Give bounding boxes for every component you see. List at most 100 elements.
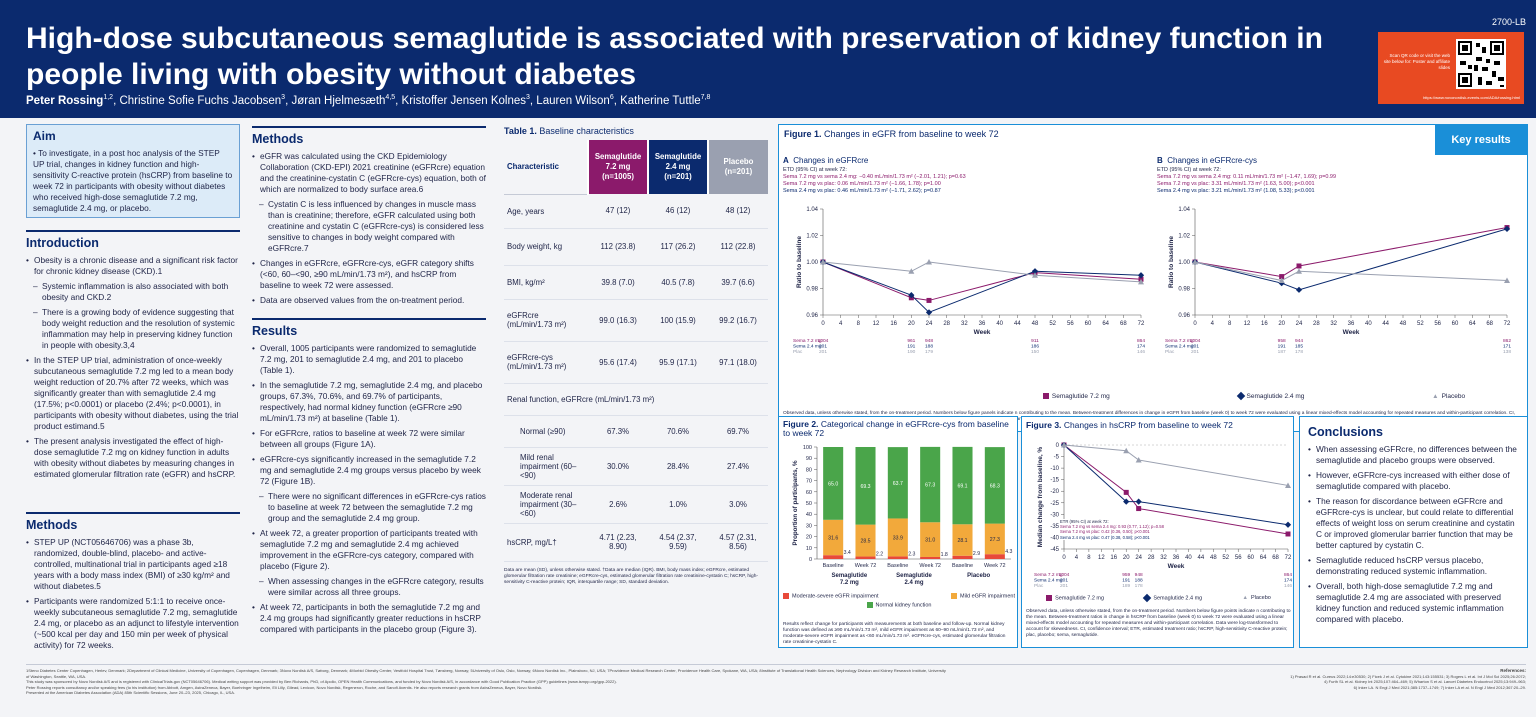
x-tick-label: 52	[1049, 321, 1056, 327]
author: Peter Rossing1,2,	[26, 94, 120, 107]
y-tick-label: 1.02	[806, 234, 818, 240]
n-value: 1004	[818, 338, 829, 344]
data-point	[1123, 489, 1129, 495]
y-tick-label: -5	[1054, 455, 1060, 461]
x-tick-label: 64	[1102, 321, 1109, 327]
x-tick-label: 36	[979, 321, 986, 327]
data-point	[1123, 498, 1130, 505]
legend-placebo: ▲ Placebo	[1242, 595, 1271, 601]
n-value: 948	[925, 338, 933, 344]
affiliations: 1Steno Diabetes Center Copenhagen, Herle…	[26, 668, 946, 679]
figure-1-card: Figure 1. Changes in eGFR from baseline …	[778, 124, 1528, 432]
x-tick-label: Baseline	[952, 563, 973, 569]
figure-3-legend: Semaglutide 7.2 mg Semaglutide 2.4 mg ▲ P…	[1026, 593, 1291, 603]
list-item: At week 72, a greater proportion of part…	[252, 528, 486, 572]
table-row: BMI, kg/m² 39.8 (7.0) 40.5 (7.8) 39.7 (6.6)	[504, 265, 768, 299]
x-tick-label: 4	[839, 321, 843, 327]
x-tick-label: 56	[1067, 321, 1074, 327]
n-value: 201	[1191, 349, 1199, 355]
figure-3-chart: 0-5-10-15-20-25-30-35-40-450 4 8 12 16 20 24 28…	[1034, 441, 1292, 589]
conclusions-heading: Conclusions	[1308, 425, 1384, 439]
bar-segment	[952, 555, 973, 559]
data-point	[926, 297, 932, 303]
data-point	[1285, 482, 1291, 488]
x-tick-label: 28	[943, 321, 950, 327]
group-label: Semaglutide	[831, 573, 867, 579]
list-item: When assessing changes in the eGFRcre ca…	[252, 576, 486, 598]
x-tick-label: 52	[1222, 555, 1229, 561]
methods-left-section: Methods STEP UP (NCT05646706) was a phas…	[26, 512, 240, 655]
baseline-table: Characteristic Semaglutide 7.2 mg (n=1005) S…	[504, 140, 768, 562]
x-tick-label: 0	[1062, 555, 1066, 561]
figure-2-chart: 0 10 20 30 40 50 60 70 80 90 100 Proportion of part…	[792, 445, 1013, 586]
y-tick-label: 0.98	[806, 287, 818, 293]
disclosures: Peter Rossing reports consultancy and/or…	[26, 684, 543, 690]
figure-2-title: Figure 2. Categorical change in eGFRcre-…	[783, 419, 1009, 438]
author: Lauren Wilson6,	[536, 94, 621, 107]
bar-segment	[855, 524, 876, 557]
n-value: 911	[1031, 338, 1039, 344]
data-point	[1192, 259, 1198, 265]
x-tick-label: 28	[1148, 555, 1155, 561]
bar-segment	[984, 523, 1005, 555]
list-item: Systemic inflammation is also associated…	[26, 281, 240, 303]
x-tick-label: 20	[908, 321, 915, 327]
qr-panel[interactable]: Scan QR code or visit the web site below…	[1378, 32, 1524, 104]
n-value: 174	[1284, 578, 1292, 584]
n-value: 146	[1284, 583, 1292, 589]
x-tick-label: 56	[1434, 321, 1441, 327]
conclusions-list: When assessing eGFRcre, no differences b…	[1308, 444, 1519, 625]
n-value: 190	[907, 349, 915, 355]
bar-value-label: 69.3	[860, 484, 870, 490]
x-tick-label: 60	[1452, 321, 1459, 327]
x-tick-label: 64	[1260, 555, 1267, 561]
data-point	[1123, 447, 1130, 454]
y-tick-label: -25	[1050, 501, 1059, 507]
x-tick-label: 48	[1032, 321, 1039, 327]
y-axis-label: Median change from baseline, %	[1037, 447, 1044, 548]
y-axis-label: Ratio to baseline	[1168, 236, 1175, 288]
bar-segment	[920, 522, 941, 557]
table-row: Body weight, kg 112 (23.8) 117 (26.2) 112 (…	[504, 228, 768, 265]
bar-segment	[855, 556, 876, 559]
x-tick-label: 24	[1296, 321, 1303, 327]
list-item: Semaglutide reduced hsCRP versus placebo…	[1308, 555, 1519, 577]
bar-segment	[984, 554, 1005, 559]
list-item: STEP UP (NCT05646706) was a phase 3b, ra…	[26, 537, 240, 592]
y-tick-label: -45	[1050, 547, 1059, 553]
data-point	[1136, 506, 1142, 512]
x-tick-label: 44	[1014, 321, 1021, 327]
aim-heading: Aim	[33, 129, 56, 143]
bar-segment	[823, 447, 844, 520]
legend-moderate: Moderate-severe eGFR impairment	[783, 593, 879, 599]
bar-segment	[952, 524, 973, 556]
series-line	[1063, 444, 1289, 486]
results-section: Results Overall, 1005 participants were …	[252, 318, 486, 639]
n-value: 959	[1122, 572, 1130, 578]
series-line	[822, 261, 1142, 301]
n-value: 1004	[1190, 338, 1201, 344]
y-tick-label: 0.98	[1178, 287, 1190, 293]
series-line	[1063, 444, 1289, 526]
n-value: 189	[1122, 583, 1130, 589]
table-row: hsCRP, mg/L† 4.71 (2.23, 8.90) 4.54 (2.37,…	[504, 523, 768, 561]
bar-segment	[823, 519, 844, 556]
column-header: Characteristic	[504, 140, 588, 195]
qr-code-icon[interactable]	[1456, 39, 1506, 89]
x-tick-label: 20	[1278, 321, 1285, 327]
y-tick-label: 40	[806, 512, 812, 518]
bar-value-label: 2.2	[876, 552, 883, 558]
x-tick-label: 40	[996, 321, 1003, 327]
bar-segment	[855, 447, 876, 525]
data-point	[1285, 531, 1291, 537]
key-results-badge: Key results	[1435, 125, 1527, 155]
qr-url[interactable]: https://www.novonordisk-events.com/ADA/r…	[1423, 95, 1520, 100]
x-tick-label: 12	[1244, 321, 1251, 327]
x-tick-label: 60	[1247, 555, 1254, 561]
data-point	[1296, 263, 1302, 269]
n-row-label: Sema 7.2 mg	[1034, 572, 1063, 578]
y-tick-label: 1.02	[1178, 234, 1190, 240]
n-value: 185	[1295, 344, 1303, 350]
n-value: 179	[925, 349, 933, 355]
n-value: 201	[819, 349, 827, 355]
